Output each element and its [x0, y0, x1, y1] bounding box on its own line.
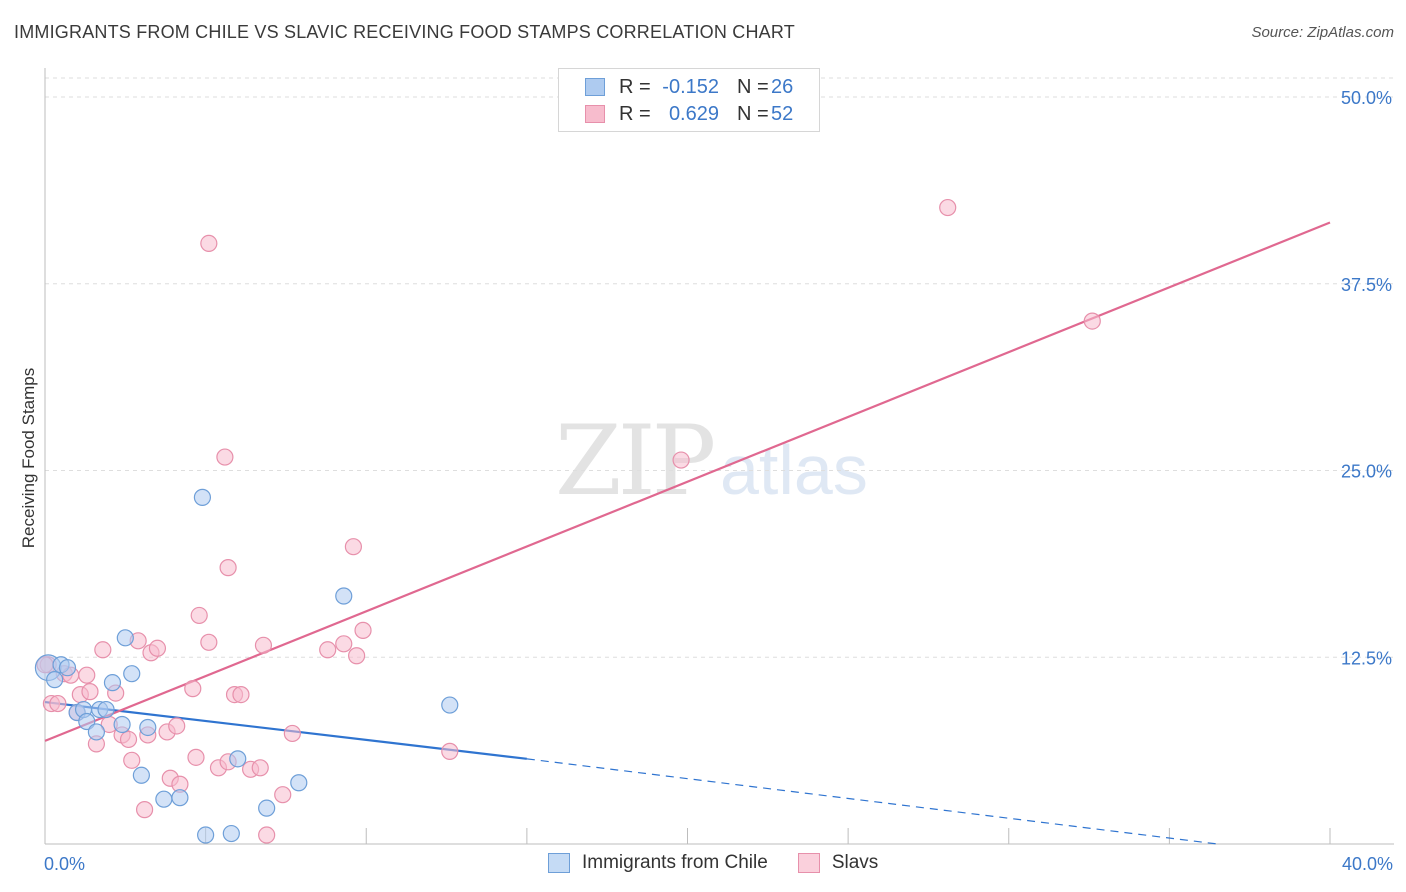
legend-n-label: N = — [737, 75, 769, 98]
point-slavs — [81, 683, 99, 701]
point-slavs — [187, 748, 205, 766]
point-chile — [258, 799, 276, 817]
point-slavs — [672, 451, 690, 469]
point-chile — [97, 700, 115, 719]
legend-r-value-chile: -0.152 — [662, 75, 719, 98]
point-chile — [87, 723, 106, 741]
y-tick-label: 12.5% — [1341, 648, 1392, 668]
legend-swatch-pink — [585, 105, 605, 123]
data-points — [34, 198, 1101, 844]
point-slavs — [200, 234, 218, 253]
point-slavs — [283, 724, 301, 743]
legend-item-chile[interactable]: Immigrants from Chile — [548, 852, 768, 874]
point-slavs — [78, 666, 96, 684]
legend-row-slavs: R = 0.629 N = 52 — [585, 102, 793, 126]
legend-item-slavs[interactable]: Slavs — [797, 852, 879, 874]
point-chile — [335, 587, 353, 605]
point-slavs — [939, 198, 957, 217]
gridlines — [45, 77, 1394, 658]
point-chile — [46, 671, 64, 689]
axes — [44, 68, 1394, 845]
source-label: Source: ZipAtlas.com — [1251, 24, 1394, 41]
legend-n-value-slavs: 52 — [771, 102, 794, 125]
point-slavs — [344, 538, 362, 556]
point-chile — [113, 715, 131, 734]
point-chile — [197, 826, 215, 844]
x-tick-label: 0.0% — [44, 854, 85, 874]
point-slavs — [319, 641, 337, 659]
legend-n-value-chile: 26 — [771, 75, 794, 98]
y-tick-label: 50.0% — [1341, 88, 1392, 108]
point-slavs — [251, 759, 269, 777]
legend-label-slavs: Slavs — [831, 852, 879, 873]
point-chile — [171, 789, 189, 807]
legend-r-label: R = — [619, 75, 651, 98]
point-chile — [58, 659, 77, 677]
legend-label-chile: Immigrants from Chile — [582, 852, 768, 873]
legend-swatch-blue — [585, 78, 605, 96]
legend-r-label: R = — [619, 102, 651, 125]
point-chile — [441, 696, 459, 714]
point-slavs — [119, 730, 138, 749]
point-chile — [116, 629, 134, 647]
point-slavs — [216, 448, 234, 466]
point-slavs — [348, 647, 366, 665]
point-slavs — [335, 635, 353, 653]
series-legend: Immigrants from Chile Slavs — [548, 852, 908, 874]
point-chile — [132, 766, 150, 784]
chart-title: IMMIGRANTS FROM CHILE VS SLAVIC RECEIVIN… — [14, 22, 795, 42]
point-slavs — [49, 694, 67, 713]
point-chile — [123, 665, 141, 683]
point-chile — [229, 750, 247, 768]
point-slavs — [94, 641, 112, 659]
trend-line-chile-extension — [526, 758, 1218, 845]
point-slavs — [232, 685, 250, 704]
point-slavs — [258, 826, 276, 844]
point-slavs — [135, 801, 154, 819]
x-tick-label: 40.0% — [1342, 854, 1393, 874]
point-chile — [103, 674, 122, 692]
point-slavs — [354, 621, 372, 639]
tick-labels: 12.5% 25.0% 37.5% 50.0% 0.0% 40.0% — [44, 88, 1393, 874]
point-slavs — [219, 559, 237, 577]
point-slavs — [254, 636, 273, 654]
trend-line-slavs — [44, 221, 1331, 742]
point-chile — [222, 824, 240, 843]
point-slavs — [123, 751, 141, 769]
point-slavs — [168, 717, 186, 735]
point-chile — [290, 774, 308, 792]
point-slavs — [190, 606, 208, 625]
y-tick-label: 37.5% — [1341, 275, 1392, 295]
correlation-legend: R = -0.152 N = 26 R = 0.629 N = 52 — [558, 68, 820, 132]
point-slavs — [1083, 312, 1101, 330]
y-tick-label: 25.0% — [1341, 462, 1392, 482]
point-chile — [155, 790, 173, 808]
point-slavs — [274, 786, 292, 804]
point-slavs — [200, 633, 218, 651]
point-chile — [139, 718, 157, 737]
point-slavs — [148, 639, 167, 657]
y-axis-label: Receiving Food Stamps — [19, 368, 38, 548]
legend-swatch-blue — [548, 853, 570, 873]
legend-n-label: N = — [737, 102, 769, 125]
legend-swatch-pink — [797, 853, 820, 873]
point-slavs — [184, 680, 202, 698]
point-chile — [193, 488, 212, 506]
legend-row-chile: R = -0.152 N = 26 — [585, 75, 793, 99]
legend-r-value-slavs: 0.629 — [668, 102, 719, 125]
point-slavs — [441, 742, 459, 760]
